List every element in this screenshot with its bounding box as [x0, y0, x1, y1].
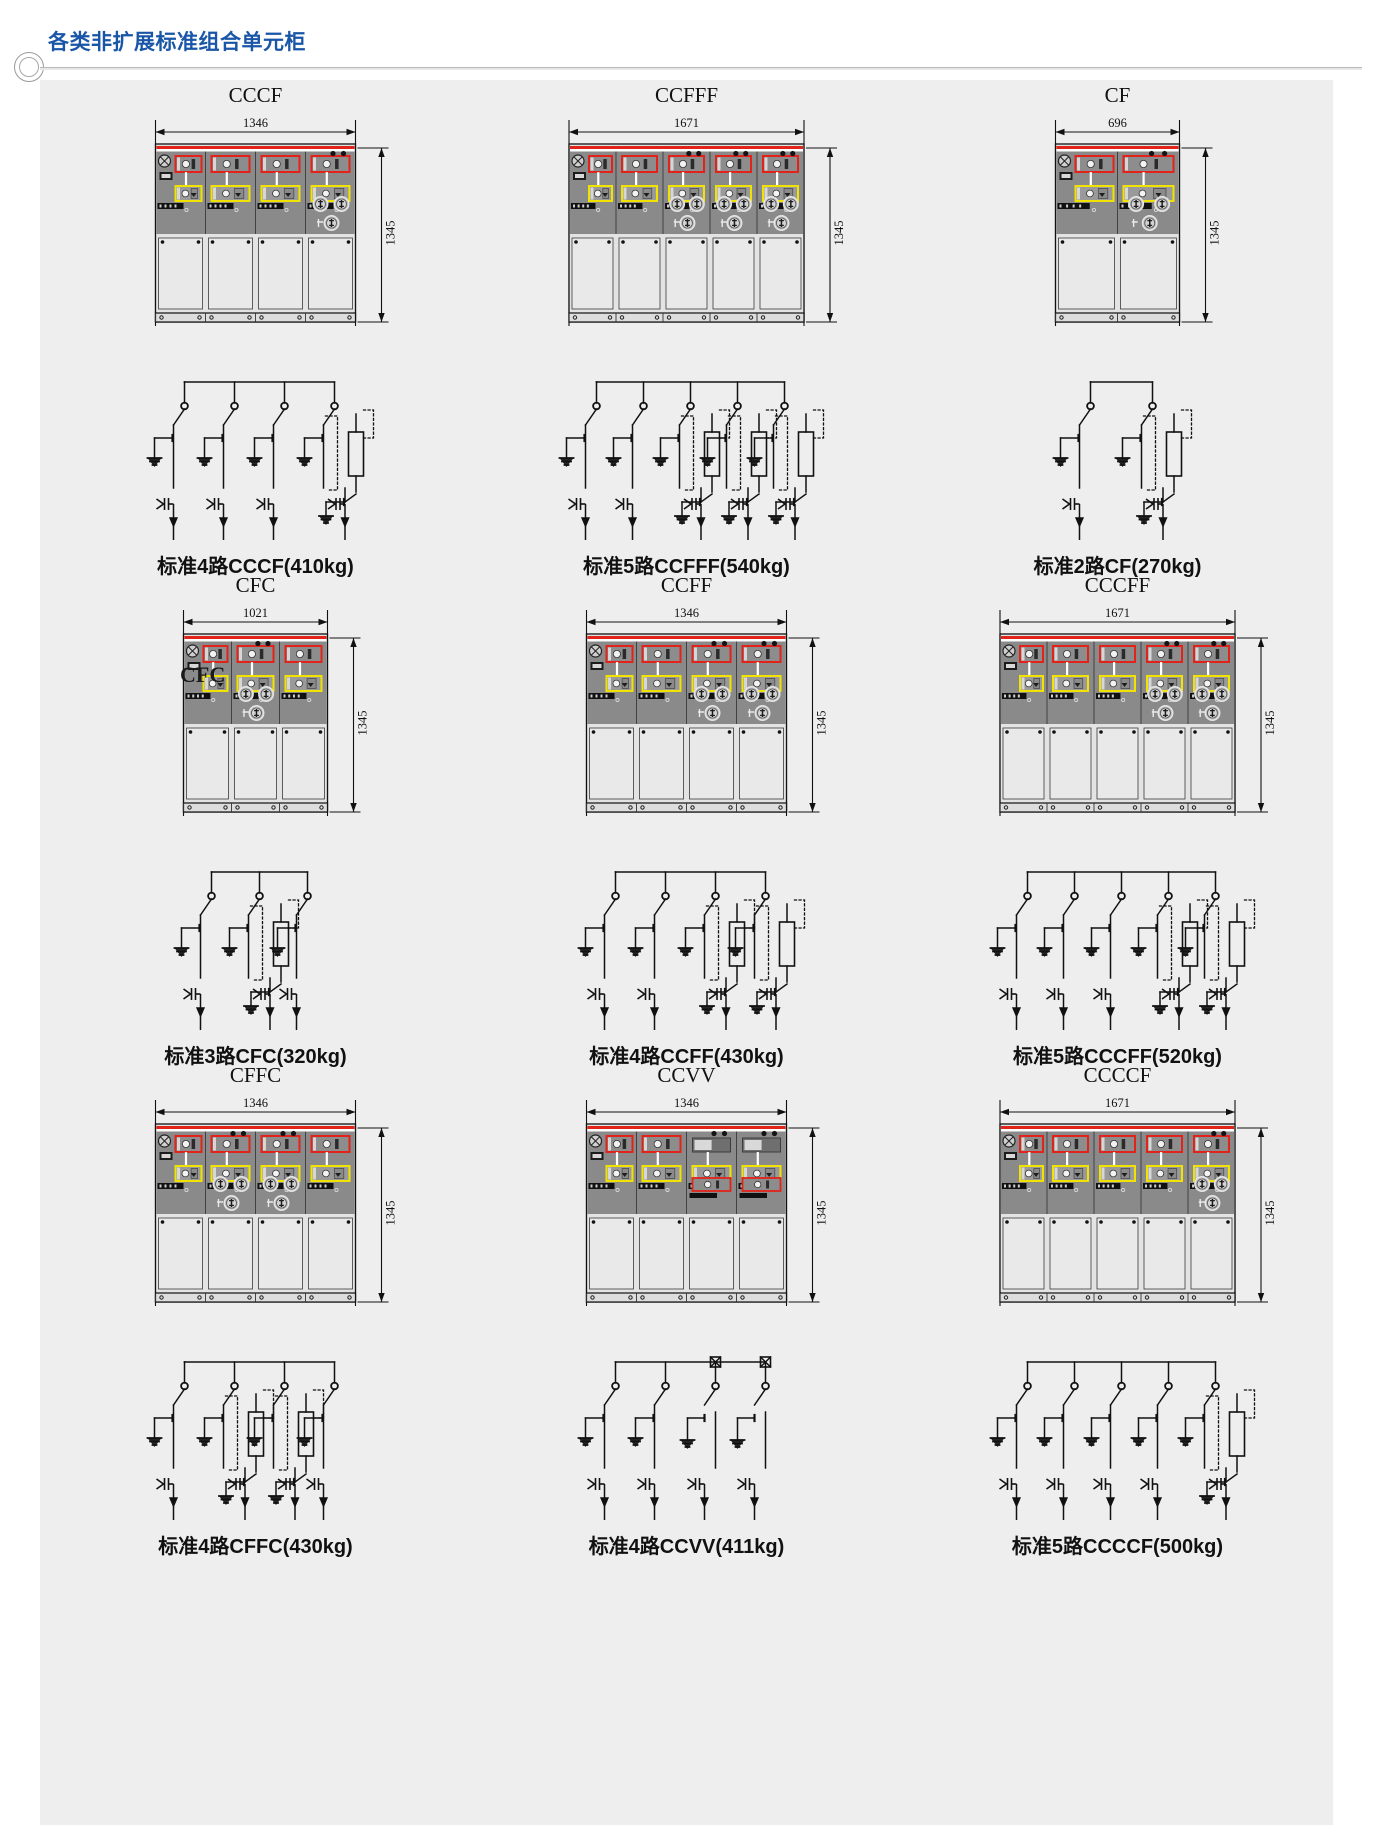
panel-elevation-cccf: 1346 1345: [40, 110, 471, 360]
panel-schematic-cccff: [902, 854, 1333, 1034]
svg-text:1346: 1346: [674, 1096, 699, 1110]
panel-cell-ccfff: CCFFF 1671 1345: [471, 80, 902, 579]
svg-text:1345: 1345: [356, 711, 370, 736]
svg-text:1671: 1671: [1105, 606, 1130, 620]
svg-text:1671: 1671: [674, 116, 699, 130]
panel-title-ccccf: CCCCF: [1083, 1063, 1152, 1087]
panel-elevation-cfc: 1021 1345 CFC: [40, 600, 471, 850]
panel-schematic-cfc: [40, 854, 471, 1034]
panel-elevation-cccff: 1671 1345: [902, 600, 1333, 850]
panel-caption-ccvv: 标准4路CCVV(411kg): [588, 1536, 785, 1558]
panel-cell-cffc: CFFC 1346 1345: [40, 1060, 471, 1559]
svg-text:696: 696: [1108, 116, 1127, 130]
panel-elevation-cf: 696 1345: [902, 110, 1333, 360]
circle-ring-icon: [14, 52, 44, 82]
svg-text:1345: 1345: [832, 221, 846, 246]
svg-text:1346: 1346: [243, 1096, 268, 1110]
page-header: 各类非扩展标准组合单元柜: [0, 0, 1373, 82]
panel-schematic-ccff: [471, 854, 902, 1034]
panel-title-cccff: CCCFF: [1084, 573, 1151, 597]
panel-title-cfc: CFC: [235, 573, 276, 597]
panel-elevation-cffc: 1346 1345: [40, 1090, 471, 1340]
panel-title-cccf: CCCF: [228, 83, 283, 107]
panel-title-ccvv: CCVV: [657, 1063, 716, 1087]
svg-text:1345: 1345: [1263, 711, 1277, 736]
panel-elevation-ccccf: 1671 1345: [902, 1090, 1333, 1340]
panel-caption-cffc: 标准4路CFFC(430kg): [158, 1536, 353, 1558]
svg-text:1345: 1345: [1208, 221, 1222, 246]
panel-cell-cf: CF 696 1345: [902, 80, 1333, 579]
panel-schematic-cccf: [40, 364, 471, 544]
panel-schematic-cf: [902, 364, 1333, 544]
panel-caption-cccff: 标准5路CCCFF(520kg): [1013, 1046, 1222, 1068]
svg-text:1346: 1346: [243, 116, 268, 130]
panel-caption-cfc: 标准3路CFC(320kg): [164, 1046, 347, 1068]
svg-text:1345: 1345: [815, 711, 829, 736]
panel-cell-ccvv: CCVV 1346 1345: [471, 1060, 902, 1559]
panel-schematic-ccfff: [471, 364, 902, 544]
panel-grid: CCCF 1346 1345: [40, 80, 1333, 1825]
panel-caption-cf: 标准2路CF(270kg): [1033, 556, 1202, 578]
panel-title-ccfff: CCFFF: [654, 83, 719, 107]
svg-text:1346: 1346: [674, 606, 699, 620]
svg-text:1345: 1345: [384, 1201, 398, 1226]
panel-cell-cccf: CCCF 1346 1345: [40, 80, 471, 579]
panel-elevation-ccvv: 1346 1345: [471, 1090, 902, 1340]
panel-schematic-ccccf: [902, 1344, 1333, 1524]
panel-cell-ccff: CCFF 1346 1345: [471, 570, 902, 1069]
panel-title-cf: CF: [1104, 83, 1131, 107]
panel-sheet: CCCF 1346 1345: [40, 80, 1333, 1825]
panel-caption-ccfff: 标准5路CCFFF(540kg): [583, 556, 790, 578]
panel-schematic-cffc: [40, 1344, 471, 1524]
panel-caption-ccff: 标准4路CCFF(430kg): [589, 1046, 784, 1068]
panel-cell-cfc: CFC 1021 1345 CFC: [40, 570, 471, 1069]
svg-text:1345: 1345: [1263, 1201, 1277, 1226]
panel-title-cffc: CFFC: [229, 1063, 282, 1087]
svg-text:1021: 1021: [243, 606, 268, 620]
panel-cell-cccff: CCCFF 1671 1345: [902, 570, 1333, 1069]
panel-caption-ccccf: 标准5路CCCCF(500kg): [1011, 1536, 1224, 1558]
page-title: 各类非扩展标准组合单元柜: [48, 31, 306, 54]
panel-caption-cccf: 标准4路CCCF(410kg): [157, 556, 354, 578]
panel-title-ccff: CCFF: [660, 573, 713, 597]
svg-text:1671: 1671: [1105, 1096, 1130, 1110]
panel-elevation-ccff: 1346 1345: [471, 600, 902, 850]
header-divider: [40, 67, 1362, 70]
svg-text:1345: 1345: [815, 1201, 829, 1226]
svg-text:1345: 1345: [384, 221, 398, 246]
panel-elevation-ccfff: 1671 1345: [471, 110, 902, 360]
panel-cell-ccccf: CCCCF 1671 1345: [902, 1060, 1333, 1559]
panel-schematic-ccvv: [471, 1344, 902, 1524]
